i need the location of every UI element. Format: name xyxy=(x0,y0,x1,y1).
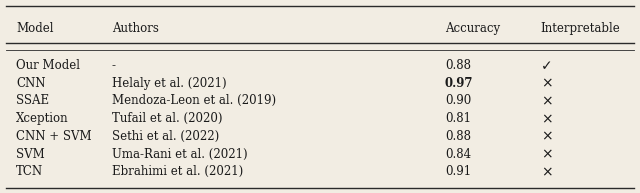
Text: Authors: Authors xyxy=(112,22,159,35)
Text: ×: × xyxy=(541,148,552,162)
Text: SSAE: SSAE xyxy=(16,94,49,107)
Text: 0.88: 0.88 xyxy=(445,59,471,72)
Text: ✓: ✓ xyxy=(541,59,552,73)
Text: Helaly et al. (2021): Helaly et al. (2021) xyxy=(112,77,227,90)
Text: 0.88: 0.88 xyxy=(445,130,471,143)
Text: Ebrahimi et al. (2021): Ebrahimi et al. (2021) xyxy=(112,165,243,178)
Text: ×: × xyxy=(541,112,552,126)
Text: CNN + SVM: CNN + SVM xyxy=(16,130,92,143)
Text: CNN: CNN xyxy=(16,77,45,90)
Text: ×: × xyxy=(541,94,552,108)
Text: ×: × xyxy=(541,77,552,91)
Text: Uma-Rani et al. (2021): Uma-Rani et al. (2021) xyxy=(112,148,248,161)
Text: Our Model: Our Model xyxy=(16,59,80,72)
Text: -: - xyxy=(112,59,116,72)
Text: SVM: SVM xyxy=(16,148,45,161)
Text: 0.97: 0.97 xyxy=(445,77,474,90)
Text: 0.90: 0.90 xyxy=(445,94,471,107)
Text: Model: Model xyxy=(16,22,54,35)
Text: Tufail et al. (2020): Tufail et al. (2020) xyxy=(112,112,223,125)
Text: Xception: Xception xyxy=(16,112,68,125)
Text: Sethi et al. (2022): Sethi et al. (2022) xyxy=(112,130,220,143)
Text: ×: × xyxy=(541,130,552,144)
Text: 0.84: 0.84 xyxy=(445,148,471,161)
Text: ×: × xyxy=(541,165,552,179)
Text: TCN: TCN xyxy=(16,165,43,178)
Text: Accuracy: Accuracy xyxy=(445,22,500,35)
Text: 0.91: 0.91 xyxy=(445,165,471,178)
Text: Interpretable: Interpretable xyxy=(541,22,621,35)
Text: 0.81: 0.81 xyxy=(445,112,471,125)
Text: Mendoza-Leon et al. (2019): Mendoza-Leon et al. (2019) xyxy=(112,94,276,107)
